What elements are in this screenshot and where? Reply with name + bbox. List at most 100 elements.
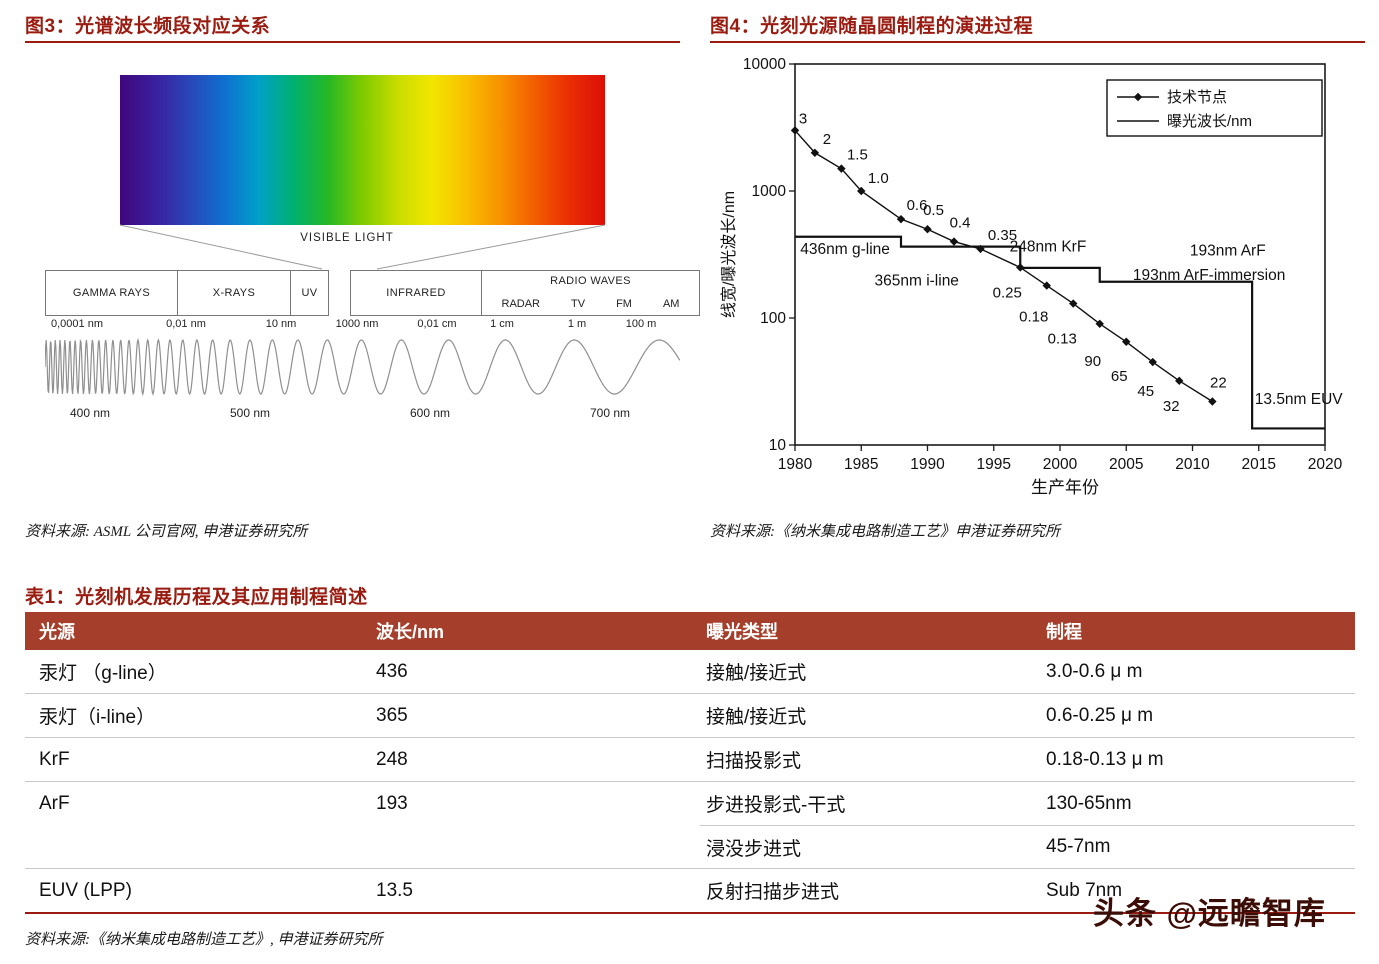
figure4-title: 图4：光刻光源随晶圆制程的演进过程 bbox=[710, 16, 1034, 37]
table-cell bbox=[25, 825, 370, 868]
x-tick-label: 1985 bbox=[844, 456, 878, 473]
tech-node-marker bbox=[1016, 263, 1025, 272]
tech-node-marker bbox=[1069, 299, 1078, 308]
table-cell: 接触/接近式 bbox=[706, 663, 807, 684]
tech-node-label: 2 bbox=[823, 131, 831, 148]
x-tick-label: 2015 bbox=[1242, 456, 1276, 473]
tech-node-label: 22 bbox=[1210, 375, 1227, 392]
tech-node-label: 0.35 bbox=[988, 227, 1017, 244]
wavelength-label: 500 nm bbox=[229, 406, 271, 420]
tech-node-label: 1.5 bbox=[847, 147, 868, 164]
tech-node-marker bbox=[1208, 397, 1217, 406]
tech-node-marker bbox=[896, 214, 906, 224]
tech-node-marker bbox=[923, 225, 932, 234]
table-cell: 193 bbox=[376, 792, 408, 814]
tech-node-label: 0.25 bbox=[993, 284, 1022, 301]
band-uv: UV bbox=[290, 271, 328, 315]
tech-node-label: 0.18 bbox=[1019, 309, 1048, 326]
wave-path bbox=[45, 337, 680, 397]
band-radio-waves: RADIO WAVES RADAR TV FM AM bbox=[481, 271, 699, 315]
x-tick-label: 2005 bbox=[1109, 456, 1143, 473]
x-tick-label: 1995 bbox=[977, 456, 1011, 473]
table-header-row: 光源 波长/nm 曝光类型 制程 bbox=[25, 612, 1355, 650]
table-cell: EUV (LPP) bbox=[39, 879, 132, 901]
table-cell: 反射扫描步进式 bbox=[706, 882, 840, 903]
tech-node-marker bbox=[976, 244, 985, 254]
figure3-source: 资料来源: ASML 公司官网, 申港证券研究所 bbox=[25, 524, 308, 540]
table-cell: 汞灯（i-line） bbox=[39, 707, 156, 728]
table-cell bbox=[370, 825, 700, 868]
table-cell: 130-65nm bbox=[1046, 792, 1132, 814]
table-cell: 0.18-0.13 μ m bbox=[1046, 748, 1164, 770]
band-gamma-rays: GAMMA RAYS bbox=[72, 287, 151, 299]
y-axis-label: 线宽/曝光波长/nm bbox=[720, 191, 738, 318]
x-tick-label: 1990 bbox=[910, 456, 945, 473]
wavelength-label: 700 nm bbox=[589, 406, 631, 420]
wavelength-label: 600 nm bbox=[409, 406, 451, 420]
table-row: 汞灯 （g-line） 436 接触/接近式 3.0-0.6 μ m bbox=[25, 650, 1355, 693]
table-header-cell: 光源 bbox=[39, 622, 75, 642]
table-header-cell: 曝光类型 bbox=[706, 622, 778, 642]
chart-annotation: 193nm ArF bbox=[1190, 243, 1266, 260]
scale-label: 1000 nm bbox=[335, 318, 379, 330]
figure3-title-rule bbox=[25, 41, 680, 43]
tech-node-label: 0.6 bbox=[907, 197, 928, 214]
band-group-high-energy: GAMMA RAYS X-RAYS UV bbox=[45, 270, 329, 316]
em-wave-illustration bbox=[45, 337, 680, 397]
table-header-cell: 制程 bbox=[1046, 622, 1082, 642]
legend-box bbox=[1106, 79, 1323, 137]
tech-node-line bbox=[794, 129, 1213, 403]
tech-node-label: 1.0 bbox=[868, 170, 889, 187]
tech-node-label: 3 bbox=[799, 110, 807, 127]
radio-wave-items: RADAR TV FM AM bbox=[486, 298, 695, 310]
scale-label: 100 m bbox=[625, 318, 657, 330]
scale-label: 10 nm bbox=[265, 318, 297, 330]
tech-node-label: 0.13 bbox=[1048, 331, 1077, 348]
y-tick-label: 1000 bbox=[752, 183, 787, 200]
table-cell: Sub 7nm bbox=[1046, 879, 1123, 901]
tech-node-label: 32 bbox=[1163, 398, 1180, 415]
tech-node-marker bbox=[837, 164, 846, 173]
table-cell: 45-7nm bbox=[1040, 825, 1355, 868]
chart-annotation: 248nm KrF bbox=[1010, 238, 1087, 255]
table-row: 汞灯（i-line） 365 接触/接近式 0.6-0.25 μ m bbox=[25, 693, 1355, 737]
chart-annotation: 436nm g-line bbox=[800, 241, 890, 258]
x-axis-label: 生产年份 bbox=[1031, 478, 1099, 497]
tech-node-marker bbox=[1042, 281, 1051, 290]
legend-label: 曝光波长/nm bbox=[1167, 113, 1252, 130]
legend-diamond-marker bbox=[1133, 92, 1143, 102]
x-tick-label: 2020 bbox=[1308, 456, 1343, 473]
y-tick-label: 10 bbox=[769, 437, 787, 454]
chart-annotation: 193nm ArF-immersion bbox=[1133, 267, 1285, 284]
table-cell: 13.5 bbox=[376, 879, 413, 901]
wavelength-step-line bbox=[795, 235, 1325, 430]
scale-label: 0,01 cm bbox=[417, 318, 457, 330]
legend-label: 技术节点 bbox=[1167, 89, 1227, 106]
table-cell: 3.0-0.6 μ m bbox=[1046, 660, 1143, 682]
table-cell: 浸没步进式 bbox=[700, 825, 1040, 868]
table-row: KrF 248 扫描投影式 0.18-0.13 μ m bbox=[25, 737, 1355, 781]
table-row: 浸没步进式 45-7nm bbox=[25, 825, 1355, 868]
table-cell: KrF bbox=[39, 748, 70, 770]
tech-node-marker bbox=[949, 237, 959, 246]
radio-item: FM bbox=[616, 298, 632, 310]
table1-title: 表1：光刻机发展历程及其应用制程简述 bbox=[25, 587, 368, 608]
spectrum-diagram: VISIBLE LIGHT GAMMA RAYS X-RAYS UV INFRA… bbox=[25, 50, 700, 482]
table-row: ArF 193 步进投影式-干式 130-65nm bbox=[25, 781, 1355, 825]
y-tick-label: 100 bbox=[760, 310, 786, 327]
table1-source: 资料来源:《纳米集成电路制造工艺》, 申港证券研究所 bbox=[25, 932, 383, 948]
tech-node-marker bbox=[1175, 376, 1184, 386]
tech-node-marker bbox=[1148, 357, 1157, 367]
scale-label: 1 m bbox=[567, 318, 587, 330]
tech-node-label: 0.5 bbox=[923, 202, 944, 219]
table-cell: 0.6-0.25 μ m bbox=[1046, 704, 1154, 726]
wavelength-label: 400 nm bbox=[69, 406, 111, 420]
table-row: EUV (LPP) 13.5 反射扫描步进式 Sub 7nm bbox=[25, 868, 1355, 912]
spectrum-gradient-bar bbox=[120, 75, 605, 225]
tech-node-label: 65 bbox=[1111, 368, 1128, 385]
chart-annotation: 365nm i-line bbox=[875, 273, 959, 290]
x-tick-label: 1980 bbox=[778, 456, 813, 473]
